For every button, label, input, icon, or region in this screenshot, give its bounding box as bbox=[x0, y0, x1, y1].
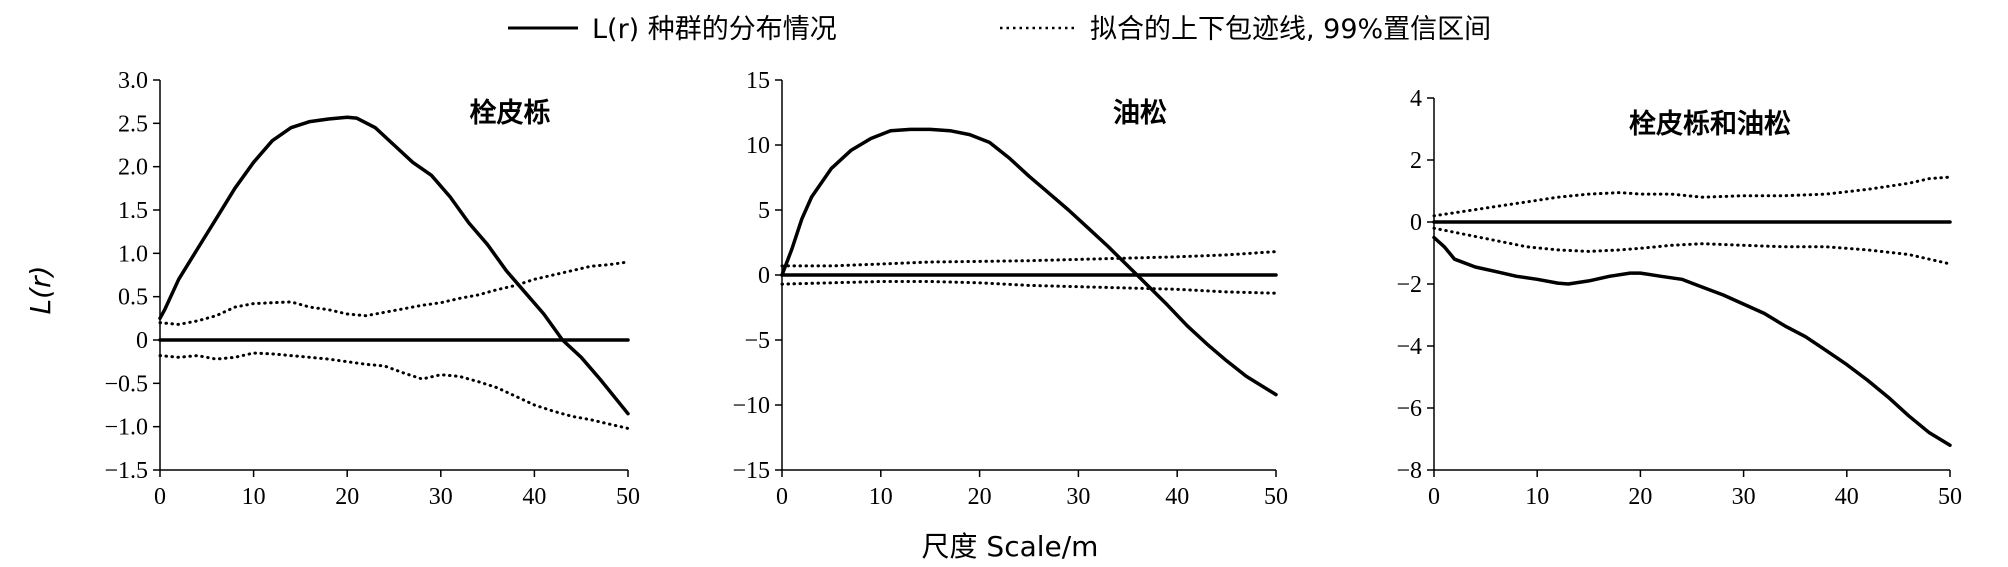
y-tick-label: 0 bbox=[136, 328, 148, 354]
y-tick-label: −1.5 bbox=[104, 458, 148, 484]
panel-pinus: −15 −10 −5 0 5 10 15 0 10 20 30 40 50 油松 bbox=[732, 68, 1288, 510]
legend: L(r) 种群的分布情况 拟合的上下包迹线, 99%置信区间 bbox=[508, 14, 1491, 45]
series-line-envelope bbox=[780, 250, 1278, 268]
x-tick-label: 50 bbox=[616, 484, 640, 510]
y-tick-label: 10 bbox=[746, 133, 770, 159]
y-tick-label: −15 bbox=[732, 458, 770, 484]
x-tick-label: 50 bbox=[1938, 484, 1962, 510]
y-tick-label: 5 bbox=[758, 198, 770, 224]
series-line-envelope bbox=[158, 260, 630, 326]
y-tick-label: 1.0 bbox=[118, 241, 148, 267]
x-tick-label: 40 bbox=[522, 484, 546, 510]
x-tick-label: 0 bbox=[776, 484, 788, 510]
y-tick-label: 15 bbox=[746, 68, 770, 94]
x-tick-label: 10 bbox=[1525, 484, 1549, 510]
y-tick-label: −6 bbox=[1396, 396, 1422, 422]
y-tick-label: −8 bbox=[1396, 458, 1422, 484]
y-tick-label: −0.5 bbox=[104, 371, 148, 397]
panel-title: 栓皮栎和油松 bbox=[1629, 109, 1791, 140]
x-tick-label: 20 bbox=[1628, 484, 1652, 510]
y-tick-label: −4 bbox=[1396, 334, 1422, 360]
legend-dotted-label: 拟合的上下包迹线, 99%置信区间 bbox=[1090, 14, 1491, 45]
y-tick-label: 2.0 bbox=[118, 155, 148, 181]
series-line-envelope bbox=[158, 351, 630, 430]
x-tick-label: 20 bbox=[335, 484, 359, 510]
x-tick-label: 40 bbox=[1165, 484, 1189, 510]
legend-solid-label: L(r) 种群的分布情况 bbox=[592, 14, 837, 45]
x-tick-label: 0 bbox=[1428, 484, 1440, 510]
x-tick-label: 30 bbox=[1732, 484, 1756, 510]
panel-title: 栓皮栎 bbox=[470, 98, 551, 129]
x-axis-label: 尺度 Scale/m bbox=[922, 530, 1099, 563]
y-tick-label: 0 bbox=[758, 263, 770, 289]
y-tick-label: −1.0 bbox=[104, 415, 148, 441]
y-tick-label: 1.5 bbox=[118, 198, 148, 224]
panel-title: 油松 bbox=[1113, 98, 1167, 129]
y-tick-label: 2.5 bbox=[118, 111, 148, 137]
x-tick-label: 0 bbox=[154, 484, 166, 510]
series-line-envelope bbox=[780, 280, 1278, 295]
panel-quercus: −1.5 −1.0 −0.5 0 0.5 1.0 1.5 2.0 2.5 3.0 0 10 20 30 40… bbox=[104, 68, 640, 510]
y-tick-label: 3.0 bbox=[118, 68, 148, 94]
y-tick-label: 4 bbox=[1410, 86, 1422, 112]
series-line-observed bbox=[780, 127, 1278, 397]
y-tick-label: 0 bbox=[1410, 210, 1422, 236]
x-tick-label: 40 bbox=[1835, 484, 1859, 510]
y-tick-label: −2 bbox=[1396, 272, 1422, 298]
y-axis-label: L(r) bbox=[24, 266, 57, 315]
x-tick-label: 50 bbox=[1264, 484, 1288, 510]
y-tick-label: 0.5 bbox=[118, 285, 148, 311]
x-tick-label: 30 bbox=[1066, 484, 1090, 510]
series-line-observed bbox=[1432, 235, 1952, 447]
y-tick-label: 2 bbox=[1410, 148, 1422, 174]
y-tick-label: −5 bbox=[744, 328, 770, 354]
x-tick-label: 30 bbox=[429, 484, 453, 510]
series-line-envelope bbox=[1432, 226, 1952, 266]
y-tick-label: −10 bbox=[732, 393, 770, 419]
x-tick-label: 10 bbox=[869, 484, 893, 510]
x-tick-label: 10 bbox=[242, 484, 266, 510]
x-tick-label: 20 bbox=[968, 484, 992, 510]
series-line-envelope bbox=[1432, 175, 1952, 218]
series-line-observed bbox=[158, 115, 630, 416]
